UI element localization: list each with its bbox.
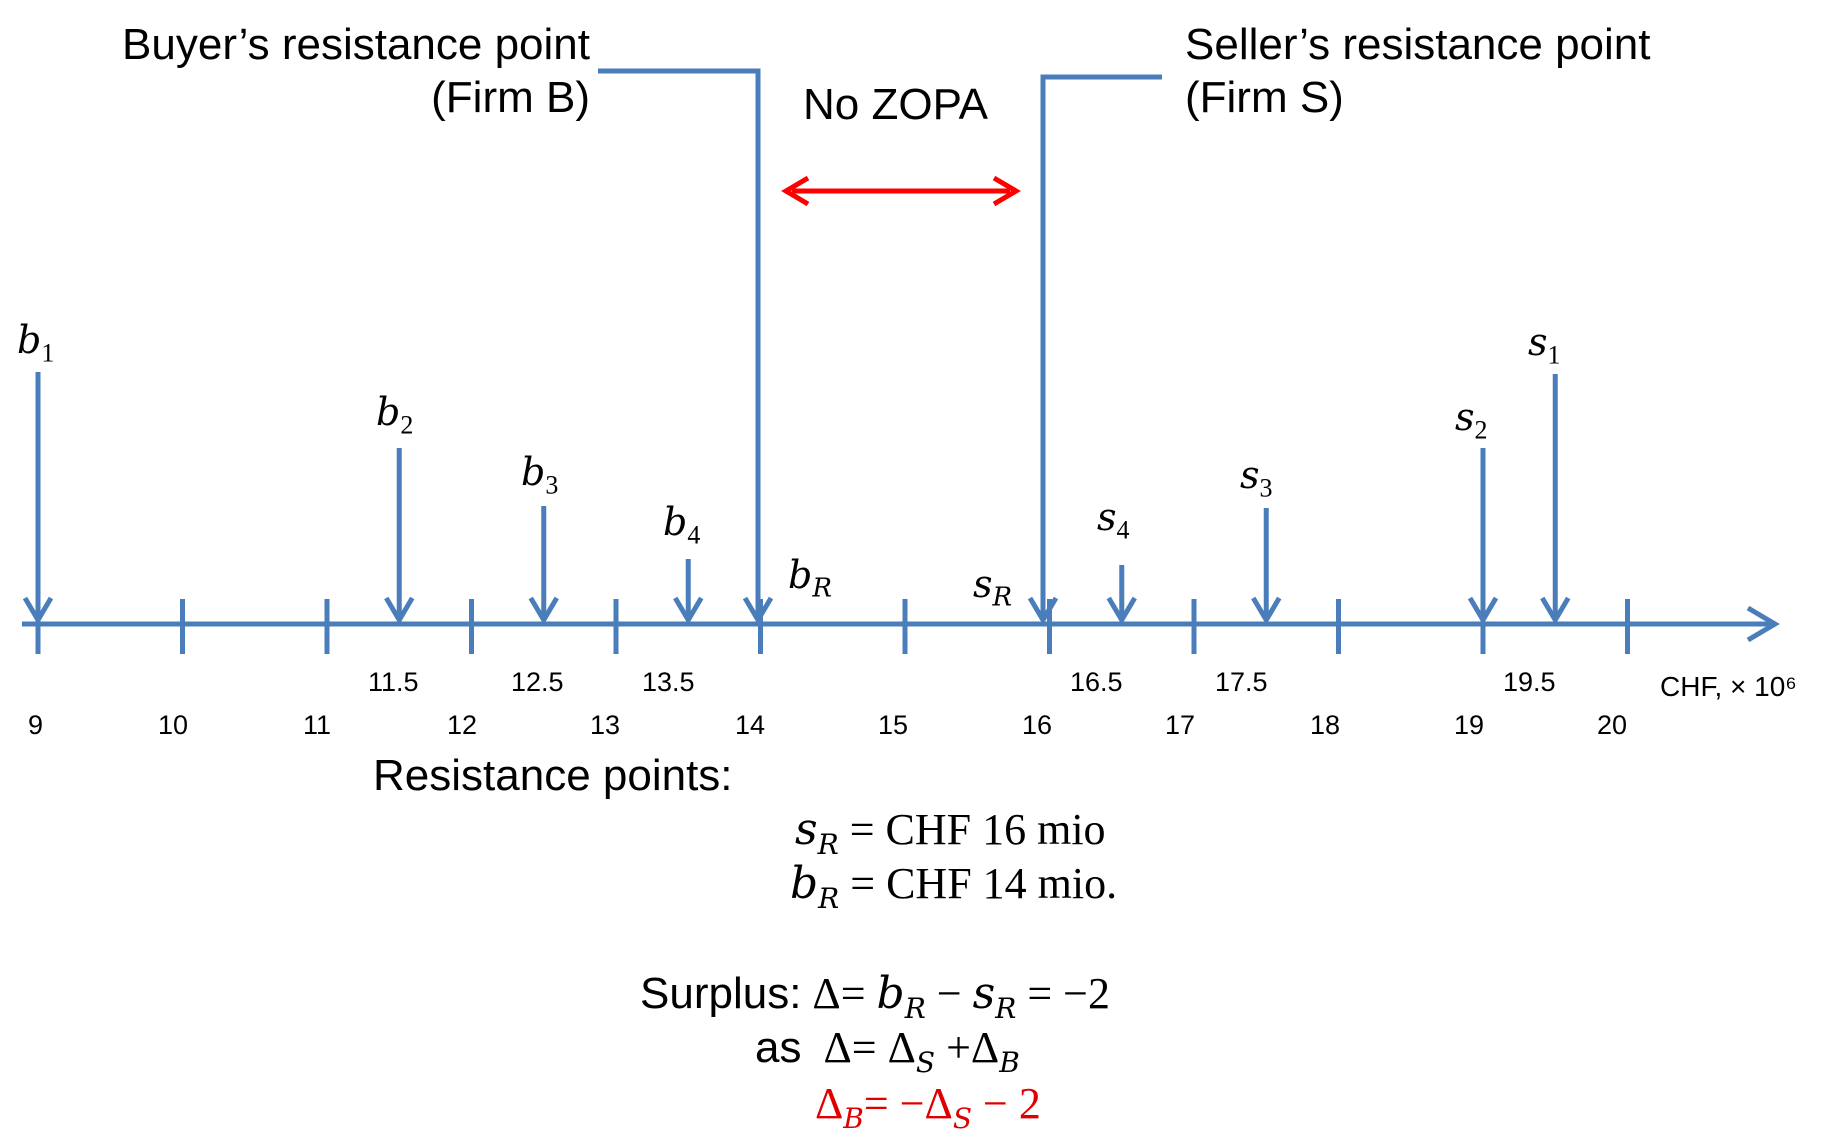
tick-label: 16: [1022, 710, 1053, 740]
no-zopa-arrowhead-left: [781, 175, 810, 207]
axis-unit-label: CHF, × 10⁶: [1660, 671, 1797, 702]
label-s1: s1: [1528, 320, 1561, 370]
label-bR: bR: [788, 553, 832, 604]
label-b4: b4: [663, 500, 701, 550]
tick-label: 11: [303, 710, 332, 740]
tick-label: 17: [1165, 710, 1196, 740]
offer-arrowhead-s3: [1251, 596, 1282, 625]
axis-arrowhead: [1746, 605, 1780, 643]
no-zopa-label: No ZOPA: [803, 80, 989, 129]
half-tick-label: 19.5: [1503, 667, 1556, 697]
bR-value: = CHF 14 mio.: [850, 859, 1118, 908]
sR-equation: sR = CHF 16 mio: [795, 804, 1106, 861]
offer-arrowhead-b4: [673, 596, 704, 625]
tick-label: 9: [28, 710, 44, 740]
delta-decomposition: as Δ= ΔS +ΔB: [755, 1023, 1020, 1079]
offer-arrowhead-b1: [22, 596, 54, 625]
tick-label: 20: [1597, 710, 1628, 740]
offer-arrowhead-s1: [1540, 596, 1571, 625]
half-tick-label: 16.5: [1070, 667, 1123, 697]
sR-value: = CHF 16 mio: [849, 805, 1106, 854]
half-tick-label: 12.5: [511, 667, 564, 697]
offer-arrowhead-s4: [1106, 596, 1137, 625]
tick-label: 10: [158, 710, 189, 740]
label-s2: s2: [1455, 395, 1488, 445]
offer-arrowhead-b2: [384, 596, 415, 625]
tick-label: 13: [590, 710, 621, 740]
label-b1: b1: [17, 318, 55, 368]
no-zopa-arrowhead-right: [992, 175, 1021, 207]
offer-arrowhead-b3: [528, 596, 559, 625]
buyer-firm-label: (Firm B): [431, 73, 590, 122]
seller-firm-label: (Firm S): [1185, 73, 1344, 122]
tick-label: 18: [1310, 710, 1341, 740]
buyer-resistance-line: [598, 68, 761, 618]
buyer-resistance-title: Buyer’s resistance point: [122, 20, 590, 69]
label-b3: b3: [521, 450, 559, 500]
resistance-heading: Resistance points:: [373, 751, 733, 800]
bR-equation: bR = CHF 14 mio.: [790, 858, 1118, 915]
tick-label: 14: [735, 710, 766, 740]
seller-resistance-line: [1040, 74, 1162, 618]
seller-resistance-arrowhead: [1027, 596, 1059, 625]
tick-label: 12: [447, 710, 478, 740]
offer-arrowhead-s2: [1467, 596, 1499, 625]
half-tick-label: 17.5: [1215, 667, 1268, 697]
axis-ticks: [35, 599, 1630, 654]
tick-label: 19: [1454, 710, 1485, 740]
label-s4: s4: [1097, 495, 1130, 545]
label-b2: b2: [376, 390, 414, 440]
label-sR: sR: [973, 562, 1013, 613]
seller-resistance-title: Seller’s resistance point: [1185, 20, 1651, 69]
delta-b-equation: ΔB= −ΔS − 2: [815, 1079, 1041, 1135]
label-s3: s3: [1240, 453, 1273, 503]
surplus-equation: Surplus: Δ= bR − sR = −2: [640, 968, 1110, 1025]
half-tick-label: 13.5: [642, 667, 695, 697]
half-tick-label: 11.5: [368, 667, 419, 697]
buyer-resistance-arrowhead: [742, 596, 774, 625]
tick-label: 15: [878, 710, 909, 740]
offer-arrows: [22, 372, 1571, 625]
